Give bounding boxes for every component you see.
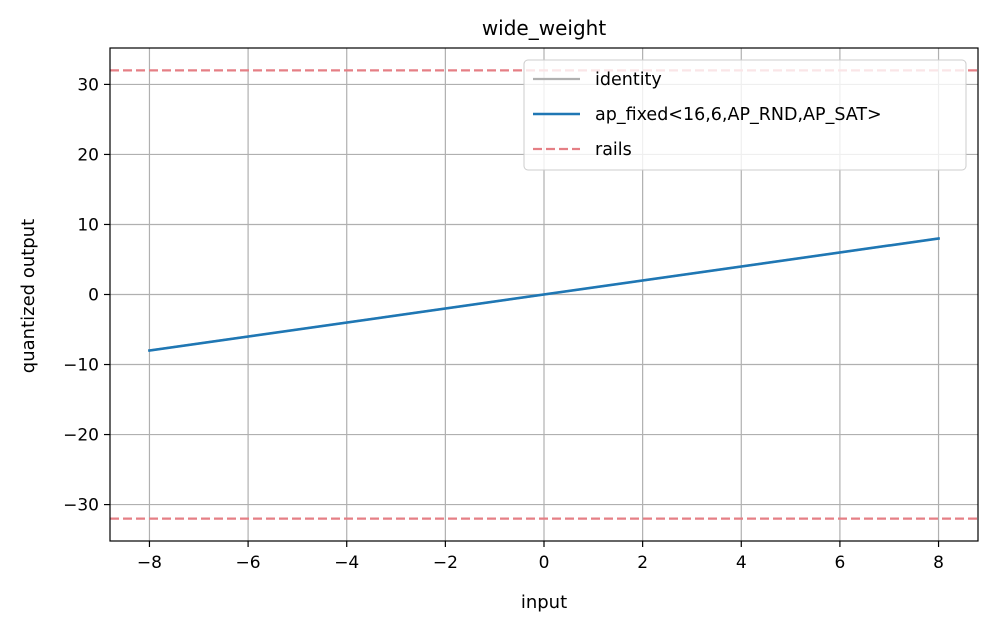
x-tick-label: −4 (334, 553, 359, 573)
y-tick-label: 10 (77, 215, 99, 235)
y-axis-label: quantized output (18, 219, 39, 373)
x-tick-label: 8 (933, 553, 944, 573)
y-tick-label: 0 (88, 286, 99, 306)
x-tick-label: 2 (637, 553, 648, 573)
legend-label-identity: identity (595, 70, 662, 90)
x-tick-label: 6 (834, 553, 845, 573)
legend-label-ap-fixed: ap_fixed<16,6,AP_RND,AP_SAT> (595, 105, 882, 125)
x-axis-label: input (521, 592, 567, 613)
legend-label-rails: rails (595, 140, 632, 160)
y-tick-label: −10 (63, 356, 99, 376)
y-tick-label: 20 (77, 145, 99, 165)
series-line-ap-fixed (147, 237, 941, 352)
legend: identity ap_fixed<16,6,AP_RND,AP_SAT>rail… (523, 59, 967, 171)
x-tick-label: 4 (736, 553, 747, 573)
x-tick-label: −2 (433, 553, 458, 573)
y-tick-label: 30 (77, 75, 99, 95)
y-tick-label: −30 (63, 496, 99, 516)
legend-box (523, 59, 967, 171)
x-tick-label: −8 (137, 553, 162, 573)
chart-title: wide_weight (482, 16, 607, 40)
x-tick-label: 0 (539, 553, 550, 573)
x-tick-label: −6 (236, 553, 261, 573)
y-tick-label: −20 (63, 426, 99, 446)
